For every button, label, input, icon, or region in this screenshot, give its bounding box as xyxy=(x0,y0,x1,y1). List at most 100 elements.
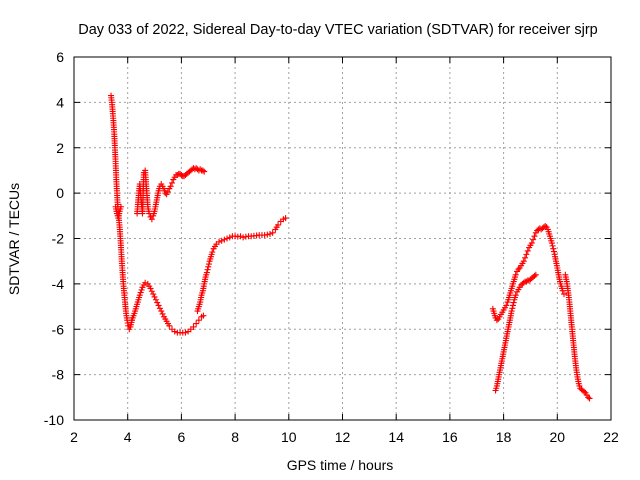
y-tick-label: 0 xyxy=(56,185,64,201)
data-point xyxy=(512,271,519,278)
data-point xyxy=(237,233,244,240)
data-point xyxy=(142,279,149,286)
data-point xyxy=(509,305,516,312)
data-series xyxy=(108,92,593,402)
data-point xyxy=(512,292,519,299)
data-point xyxy=(150,291,157,298)
data-point xyxy=(117,203,124,210)
data-point xyxy=(508,308,515,315)
x-tick-label: 12 xyxy=(335,429,351,445)
data-point xyxy=(493,317,500,324)
data-point xyxy=(240,234,247,241)
y-axis-label: SDTVAR / TECUs xyxy=(6,183,22,295)
data-point xyxy=(154,299,161,306)
data-point xyxy=(530,236,537,243)
data-point xyxy=(531,233,538,240)
y-tick-label: -10 xyxy=(44,412,64,428)
data-point xyxy=(200,312,207,319)
data-point xyxy=(203,269,210,276)
data-point xyxy=(524,247,531,254)
data-point xyxy=(520,258,527,265)
data-point xyxy=(510,299,517,306)
data-point xyxy=(503,302,510,309)
data-point xyxy=(167,183,174,190)
data-point xyxy=(585,394,592,401)
data-point xyxy=(171,328,178,335)
x-tick-label: 22 xyxy=(603,429,619,445)
data-point xyxy=(138,286,145,293)
data-point xyxy=(137,289,144,296)
data-point xyxy=(515,266,522,273)
data-point xyxy=(549,242,556,249)
data-point xyxy=(275,221,282,228)
data-point xyxy=(201,168,208,175)
data-point xyxy=(148,288,155,295)
data-point xyxy=(522,254,529,261)
data-point xyxy=(166,322,173,329)
y-tick-label: -8 xyxy=(52,367,65,383)
data-point xyxy=(152,296,159,303)
data-point xyxy=(197,166,204,173)
data-point xyxy=(267,230,274,237)
data-point xyxy=(159,310,166,317)
data-point xyxy=(199,167,206,174)
data-point xyxy=(224,235,231,242)
data-point xyxy=(215,238,222,245)
y-tick-label: -4 xyxy=(52,276,65,292)
data-point xyxy=(520,279,527,286)
data-point xyxy=(509,302,516,309)
data-point xyxy=(561,291,568,298)
data-point xyxy=(190,323,197,330)
x-tick-label: 6 xyxy=(178,429,186,445)
data-point xyxy=(156,305,163,312)
data-point xyxy=(204,266,211,273)
data-point xyxy=(542,223,549,230)
chart-title: Day 033 of 2022, Sidereal Day-to-day VTE… xyxy=(78,22,598,38)
axis-ticks xyxy=(73,56,612,421)
data-point xyxy=(147,285,154,292)
data-point xyxy=(581,388,588,395)
x-tick-label: 18 xyxy=(496,429,512,445)
data-point xyxy=(151,293,158,300)
data-point xyxy=(523,278,530,285)
y-tick-label: -6 xyxy=(52,321,65,337)
data-point xyxy=(205,261,212,268)
data-point xyxy=(221,236,228,243)
data-point xyxy=(164,188,171,195)
data-point xyxy=(158,308,165,315)
data-point xyxy=(559,287,566,294)
data-point xyxy=(282,215,289,222)
data-point xyxy=(586,395,593,402)
data-point xyxy=(269,229,276,236)
data-point xyxy=(193,320,200,327)
x-tick-label: 16 xyxy=(442,429,458,445)
x-tick-label: 10 xyxy=(281,429,297,445)
data-point xyxy=(155,302,162,309)
x-tick-label: 14 xyxy=(388,429,404,445)
grid-lines xyxy=(74,57,611,420)
data-point xyxy=(523,251,530,258)
data-point xyxy=(550,245,557,252)
data-point xyxy=(148,216,155,223)
data-point xyxy=(531,272,538,279)
y-tick-label: 4 xyxy=(56,94,64,110)
data-point xyxy=(226,234,233,241)
data-point xyxy=(528,240,535,247)
data-point xyxy=(264,231,271,238)
data-point xyxy=(532,271,539,278)
data-point xyxy=(550,248,557,255)
data-point xyxy=(195,317,202,324)
data-point xyxy=(162,190,169,197)
data-point xyxy=(218,237,225,244)
data-point xyxy=(136,292,143,299)
x-tick-label: 20 xyxy=(550,429,566,445)
y-tick-label: -2 xyxy=(52,231,65,247)
x-tick-label: 2 xyxy=(70,429,78,445)
data-point xyxy=(205,263,212,270)
y-tick-label: 2 xyxy=(56,140,64,156)
data-point xyxy=(169,179,176,186)
y-tick-label: 6 xyxy=(56,49,64,65)
x-tick-label: 8 xyxy=(231,429,239,445)
